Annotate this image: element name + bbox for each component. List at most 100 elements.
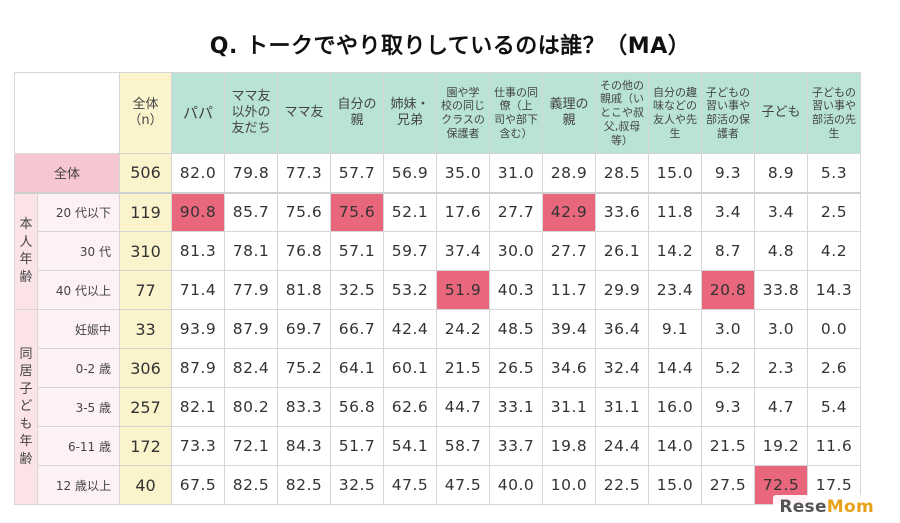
- table-cell: 33.7: [489, 426, 543, 466]
- column-header-line: 仕事の同: [494, 85, 538, 99]
- column-header: 子どもの 習い事や 部活の保 護者: [701, 72, 755, 154]
- row-label: 12 歳以上: [37, 465, 120, 505]
- table-cell: 72.1: [224, 426, 278, 466]
- table-cell: 26.1: [595, 231, 649, 271]
- table-cell: 21.5: [701, 426, 755, 466]
- table-row: 本人年齢 20 代以下 119 90.8 85.7 75.6 75.6 52.1 17.6 27.…: [14, 192, 861, 310]
- table-cell: 47.5: [383, 465, 437, 505]
- table-cell: 64.1: [330, 348, 384, 388]
- table-cell: 40.3: [489, 270, 543, 310]
- table-cell: 11.7: [542, 270, 596, 310]
- column-header-line: 兄弟: [396, 113, 423, 128]
- table-cell: 3.4: [754, 192, 808, 232]
- table-cell: 71.4: [171, 270, 225, 310]
- table-cell: 15.0: [648, 465, 702, 505]
- column-header-line: ママ友: [231, 88, 271, 104]
- group-label-char: ど: [19, 399, 33, 415]
- table-row: 6-11 歳 172 73.3 72.1 84.3 51.7 54.1 58.7 33.7 19.…: [15, 426, 861, 466]
- table-cell: 75.2: [277, 348, 331, 388]
- table-cell: 36.4: [595, 309, 649, 349]
- table-cell: 35.0: [436, 153, 490, 194]
- table-cell: 82.0: [171, 153, 225, 194]
- table-cell: 33.8: [754, 270, 808, 310]
- group-label-char: 齢: [19, 269, 33, 285]
- column-header-line: 味などの: [653, 99, 697, 113]
- column-header: 子ども: [754, 72, 808, 154]
- table-row: 3-5 歳 257 82.1 80.2 83.3 56.8 62.6 44.7 33.1 31.1…: [15, 387, 861, 427]
- column-header-line: とこや叔: [600, 106, 644, 120]
- table-cell: 42.4: [383, 309, 437, 349]
- column-header-line: パパ: [182, 103, 213, 122]
- table-cell: 47.5: [436, 465, 490, 505]
- column-header-line: 子ども: [761, 104, 801, 120]
- table-cell: 51.7: [330, 426, 384, 466]
- column-header-line: 親: [350, 113, 364, 128]
- column-header-line: 友だち: [231, 121, 271, 137]
- column-header: 仕事の同 僚（上 司や部下 含む）: [489, 72, 543, 154]
- table-cell: 76.8: [277, 231, 331, 271]
- table-cell: 29.9: [595, 270, 649, 310]
- row-label: 全体: [14, 153, 120, 194]
- table-cell: 82.5: [224, 465, 278, 505]
- table-cell: 52.1: [383, 192, 437, 232]
- row-n-value: 172: [119, 426, 172, 466]
- column-header-line: 部活の先: [812, 113, 856, 126]
- group-label-char: も: [19, 416, 33, 432]
- row-n-value: 257: [119, 387, 172, 427]
- column-header-line: 僚（上: [499, 99, 533, 113]
- table-cell: 53.2: [383, 270, 437, 310]
- table-cell: 42.9: [542, 192, 596, 232]
- table-cell: 87.9: [224, 309, 278, 349]
- column-header-line: 園や学: [446, 85, 480, 99]
- table-cell: 5.4: [807, 387, 861, 427]
- table-cell: 21.5: [436, 348, 490, 388]
- column-header-line: 自分の趣: [653, 85, 697, 99]
- column-header-line: 司や部下: [494, 113, 538, 126]
- column-header-line: 子どもの: [812, 85, 856, 99]
- table-cell: 15.0: [648, 153, 702, 194]
- column-header-line: 親: [562, 113, 576, 128]
- table-cell: 84.3: [277, 426, 331, 466]
- row-n-value: 310: [119, 231, 172, 271]
- column-header-line: ママ友: [284, 104, 324, 120]
- table-cell: 10.0: [542, 465, 596, 505]
- table-cell: 31.1: [542, 387, 596, 427]
- column-header-line: 義理の: [549, 96, 589, 112]
- column-header-line: 校の同じ: [441, 99, 485, 113]
- row-label: 6-11 歳: [37, 426, 120, 466]
- table-row: 30 代 310 81.3 78.1 76.8 57.1 59.7 37.4 30.0 27.7 2…: [15, 231, 861, 271]
- table-cell: 33.6: [595, 192, 649, 232]
- table-cell: 9.3: [701, 387, 755, 427]
- table-cell: 14.4: [648, 348, 702, 388]
- column-header-line: 習い事や: [812, 99, 856, 113]
- row-n-value: 40: [119, 465, 172, 505]
- table-cell: 9.3: [701, 153, 755, 194]
- table-cell: 56.8: [330, 387, 384, 427]
- header-n: 全体 （n）: [119, 72, 172, 154]
- column-header-line: 習い事や: [706, 99, 750, 113]
- table-cell: 0.0: [807, 309, 861, 349]
- table-cell: 8.9: [754, 153, 808, 194]
- table-cell: 17.6: [436, 192, 490, 232]
- table-cell: 31.0: [489, 153, 543, 194]
- table-cell: 3.0: [701, 309, 755, 349]
- table-row: 0-2 歳 306 87.9 82.4 75.2 64.1 60.1 21.5 26.5 34.6…: [15, 348, 861, 388]
- group-label-char: 本: [19, 217, 33, 233]
- table-body: 全体 506 82.0 79.8 77.3 57.7 56.9 35.0 31.0 28.9 28.…: [14, 153, 861, 505]
- table-cell: 20.8: [701, 270, 755, 310]
- row-n-value: 33: [119, 309, 172, 349]
- table-cell: 62.6: [383, 387, 437, 427]
- table-cell: 77.9: [224, 270, 278, 310]
- table-cell: 4.2: [807, 231, 861, 271]
- table-cell: 75.6: [330, 192, 384, 232]
- table-cell: 81.8: [277, 270, 331, 310]
- column-header-line: 以外の: [231, 104, 271, 120]
- table-cell: 2.3: [754, 348, 808, 388]
- table-cell: 82.1: [171, 387, 225, 427]
- row-label: 3-5 歳: [37, 387, 120, 427]
- logo-part2: Mom: [826, 497, 874, 517]
- row-label: 20 代以下: [37, 192, 120, 232]
- table-cell: 31.1: [595, 387, 649, 427]
- group-label-char: 同: [19, 346, 33, 362]
- table-cell: 27.5: [701, 465, 755, 505]
